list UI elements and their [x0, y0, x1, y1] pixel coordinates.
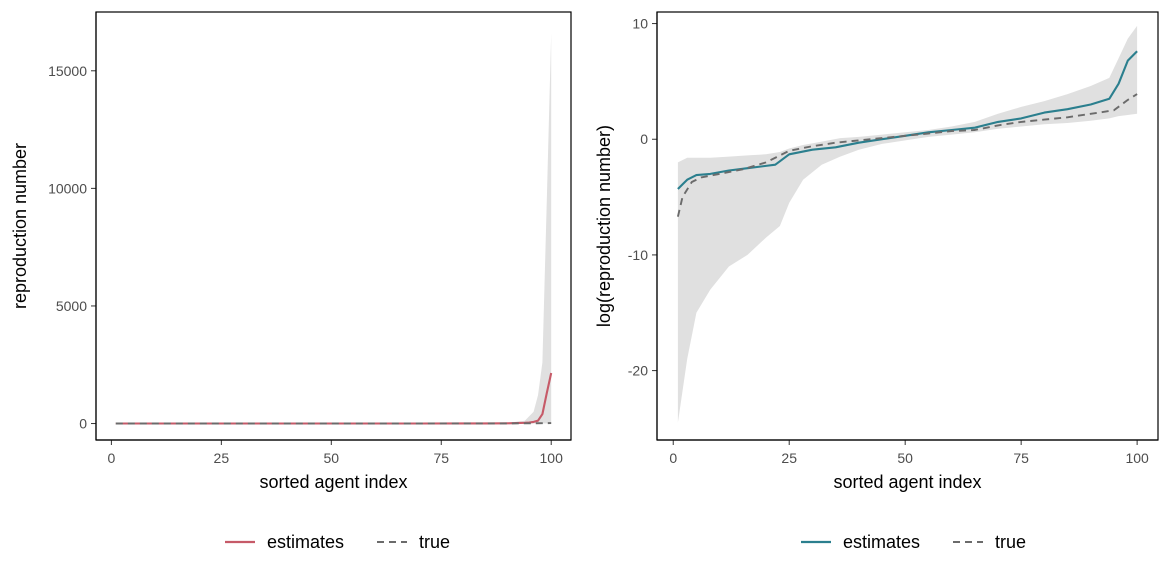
legend-label-true: true [995, 532, 1026, 552]
x-tick-label: 100 [1125, 450, 1149, 466]
x-tick-label: 50 [897, 450, 913, 466]
confidence-band [115, 33, 552, 424]
panel-border [95, 11, 572, 441]
y-tick-label: 0 [79, 416, 87, 432]
legend-label-estimates: estimates [843, 532, 920, 552]
x-tick-label: 75 [1013, 450, 1029, 466]
y-tick-label: 10000 [48, 180, 87, 196]
legend: estimates true [801, 532, 1026, 552]
x-tick-label: 0 [669, 450, 677, 466]
x-tick-label: 25 [214, 450, 230, 466]
x-axis-title: sorted agent index [833, 472, 981, 492]
x-tick-label: 75 [433, 450, 449, 466]
legend-label-true: true [419, 532, 450, 552]
x-tick-label: 100 [540, 450, 564, 466]
y-tick-label: 15000 [48, 63, 87, 79]
legend: estimates true [225, 532, 450, 552]
y-tick-label: 5000 [56, 298, 87, 314]
y-tick-label: -20 [628, 363, 648, 379]
series-line-estimates [115, 372, 553, 425]
x-tick-label: 50 [324, 450, 340, 466]
y-tick-label: 10 [632, 16, 648, 32]
y-tick-label: -10 [628, 247, 648, 263]
y-axis-title: log(reproduction number) [594, 125, 614, 327]
right-panel-log-reproduction-number: 0 25 50 75 100 -20 -10 0 10 sorted agent index log… [594, 11, 1159, 552]
x-tick-label: 25 [781, 450, 797, 466]
confidence-band [677, 25, 1138, 423]
x-tick-label: 0 [107, 450, 115, 466]
left-panel-reproduction-number: 0 25 50 75 100 0 5000 10000 15000 sorted agent in… [10, 11, 572, 552]
y-axis-title: reproduction number [10, 143, 30, 309]
y-tick-label: 0 [640, 131, 648, 147]
panel-border [656, 11, 1159, 441]
x-axis-title: sorted agent index [259, 472, 407, 492]
series-line-true [676, 93, 1138, 217]
legend-label-estimates: estimates [267, 532, 344, 552]
